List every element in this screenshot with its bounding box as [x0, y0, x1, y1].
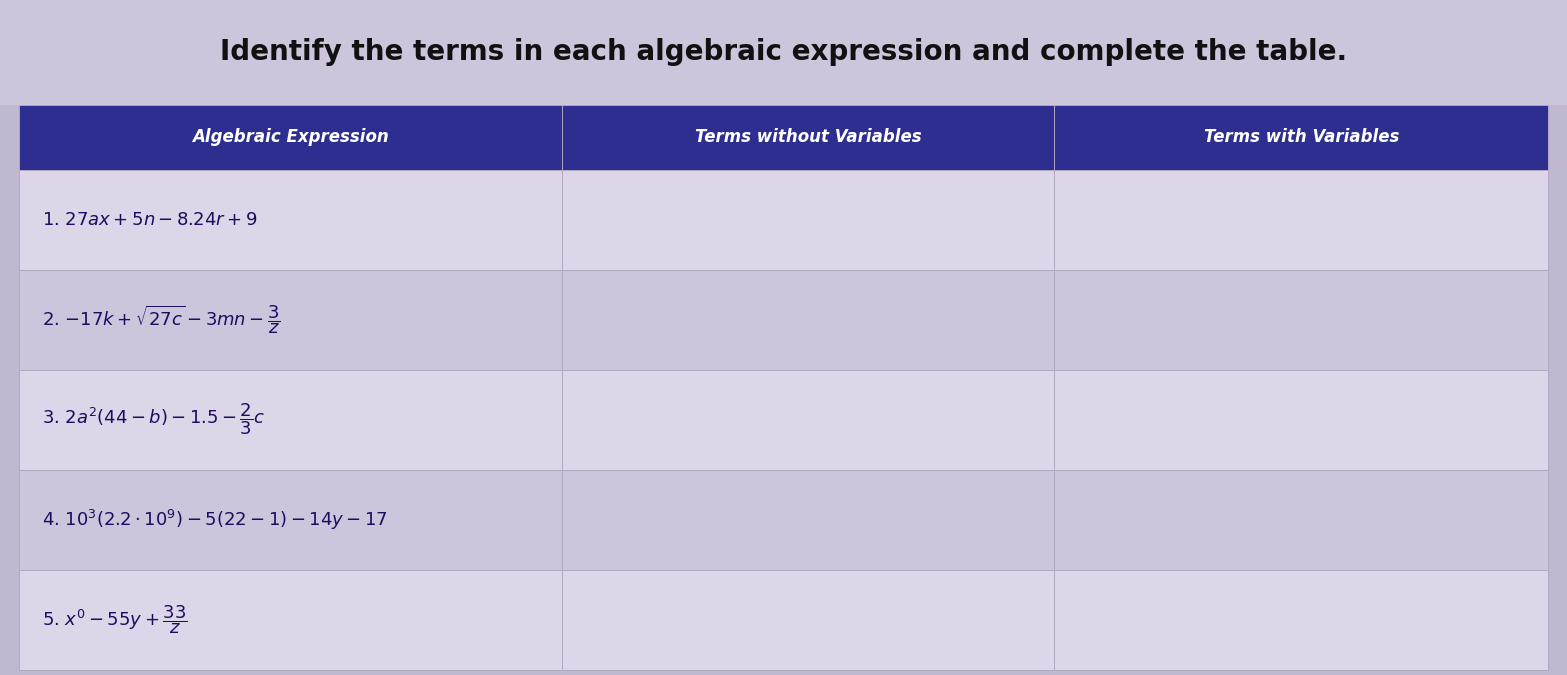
Bar [19, 370, 1548, 470]
Bar [19, 169, 1548, 269]
Bar [19, 570, 1548, 670]
Text: Terms with Variables: Terms with Variables [1203, 128, 1399, 146]
Text: Identify the terms in each algebraic expression and complete the table.: Identify the terms in each algebraic exp… [219, 38, 1348, 66]
Text: Terms without Variables: Terms without Variables [694, 128, 921, 146]
Text: 1. $27ax + 5n - 8.24r + 9$: 1. $27ax + 5n - 8.24r + 9$ [42, 211, 257, 229]
Text: 2. $-17k + \sqrt{27c} - 3mn - \dfrac{3}{z}$: 2. $-17k + \sqrt{27c} - 3mn - \dfrac{3}{… [42, 303, 280, 336]
Bar [0, 0, 1567, 105]
Bar [19, 269, 1548, 370]
Text: 4. $10^3(2.2 \cdot 10^9) - 5(22-1) - 14y - 17$: 4. $10^3(2.2 \cdot 10^9) - 5(22-1) - 14y… [42, 508, 389, 532]
Bar [19, 105, 1548, 169]
Text: 3. $2a^2(44-b) - 1.5 - \dfrac{2}{3}c$: 3. $2a^2(44-b) - 1.5 - \dfrac{2}{3}c$ [42, 402, 266, 437]
Text: 5. $x^0 - 55y + \dfrac{33}{z}$: 5. $x^0 - 55y + \dfrac{33}{z}$ [42, 603, 188, 636]
Text: Algebraic Expression: Algebraic Expression [191, 128, 389, 146]
Bar [19, 470, 1548, 570]
